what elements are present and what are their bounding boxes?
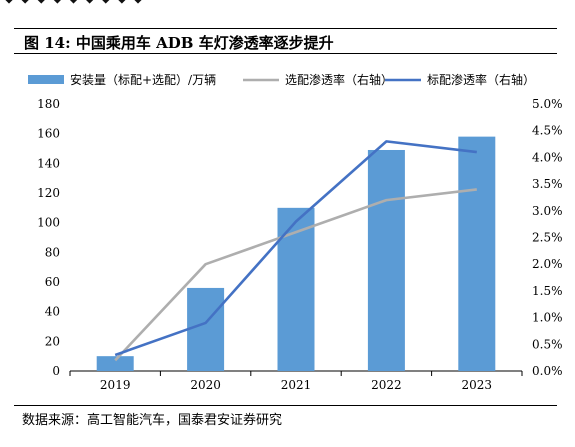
- source-note: 数据来源：高工智能汽车，国泰君安证券研究: [22, 413, 283, 428]
- y-left-tick-label: 120: [37, 186, 60, 200]
- y-left-tick-label: 180: [37, 97, 60, 111]
- x-tick-label: 2020: [190, 378, 221, 392]
- y-left-tick-label: 160: [37, 127, 60, 141]
- y-right-tick-label: 4.0%: [532, 150, 563, 164]
- y-left-tick-label: 0: [52, 364, 60, 378]
- bar: [367, 149, 405, 371]
- x-tick-label: 2022: [371, 378, 402, 392]
- y-left-tick-label: 80: [45, 245, 60, 259]
- y-left-tick-label: 140: [37, 156, 60, 170]
- y-right-tick-label: 0.5%: [532, 337, 563, 351]
- x-tick-label: 2021: [281, 378, 312, 392]
- y-right-tick-label: 5.0%: [532, 97, 563, 111]
- y-right-tick-label: 3.0%: [532, 204, 563, 218]
- y-right-tick-label: 3.5%: [532, 177, 563, 191]
- y-left-tick-label: 20: [45, 334, 60, 348]
- y-right-tick-label: 2.0%: [532, 257, 563, 271]
- y-right-tick-label: 1.0%: [532, 311, 563, 325]
- legend-blue-line-label: 标配渗透率（右轴）: [427, 72, 535, 87]
- figure-title: 图 14: 中国乘用车 ADB 车灯渗透率逐步提升: [24, 34, 334, 52]
- standard-penetration-line: [114, 140, 477, 357]
- bar: [187, 287, 225, 371]
- y-left-tick-label: 100: [37, 216, 60, 230]
- y-right-tick-label: 1.5%: [532, 284, 563, 298]
- optional-penetration-line: [114, 188, 477, 362]
- y-right-tick-label: 4.5%: [532, 124, 563, 138]
- cropped-top-fragment: ◆ ◆ ◆ ◆ ◆ ◆ ◆ ◆ ◆: [4, 0, 144, 6]
- legend-bar-swatch: [28, 75, 64, 84]
- y-right-tick-label: 0.0%: [532, 364, 563, 378]
- cropped-top-text: ◆ ◆ ◆ ◆ ◆ ◆ ◆ ◆ ◆: [0, 0, 575, 10]
- source-footer: 数据来源：高工智能汽车，国泰君安证券研究: [14, 405, 557, 428]
- bar: [96, 356, 134, 371]
- x-tick-label: 2019: [100, 378, 131, 392]
- y-right-tick-label: 2.5%: [532, 231, 563, 245]
- figure-title-bar: 图 14: 中国乘用车 ADB 车灯渗透率逐步提升: [14, 28, 557, 54]
- y-left-tick-label: 40: [45, 305, 60, 319]
- y-left-tick-label: 60: [45, 275, 60, 289]
- legend-gray-line-label: 选配渗透率（右轴）: [285, 72, 393, 87]
- legend-bar-label: 安装量（标配+选配）/万辆: [70, 72, 216, 87]
- x-tick-label: 2023: [462, 378, 493, 392]
- bar: [458, 136, 496, 371]
